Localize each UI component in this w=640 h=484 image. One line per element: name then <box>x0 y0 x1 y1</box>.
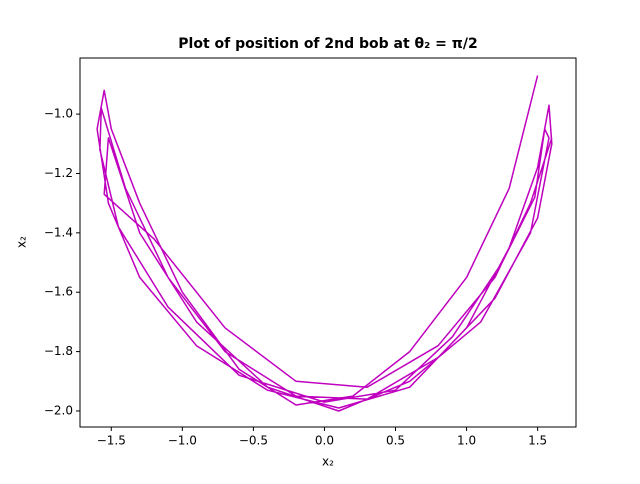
x-tick-label: −1.0 <box>168 434 197 448</box>
x-tick-label: 0.0 <box>315 434 334 448</box>
x-axis-label: x₂ <box>322 455 334 469</box>
y-tick-label: −1.4 <box>44 225 73 239</box>
x-tick-label: 1.5 <box>528 434 547 448</box>
plot-frame <box>79 57 577 428</box>
y-tick-label: −1.0 <box>44 107 73 121</box>
chart-title: Plot of position of 2nd bob at θ₂ = π/2 <box>178 36 477 52</box>
x-tick-label: −1.5 <box>97 434 126 448</box>
y-tick-label: −1.2 <box>44 166 73 180</box>
series-line <box>96 75 553 412</box>
x-tick-label: −0.5 <box>239 434 268 448</box>
y-tick-label: −1.8 <box>44 344 73 358</box>
x-tick-label: 0.5 <box>386 434 405 448</box>
y-axis-label: x₂ <box>15 236 29 248</box>
x-tick-label: 1.0 <box>457 434 476 448</box>
y-tick-label: −2.0 <box>44 403 73 417</box>
y-tick-label: −1.6 <box>44 285 73 299</box>
